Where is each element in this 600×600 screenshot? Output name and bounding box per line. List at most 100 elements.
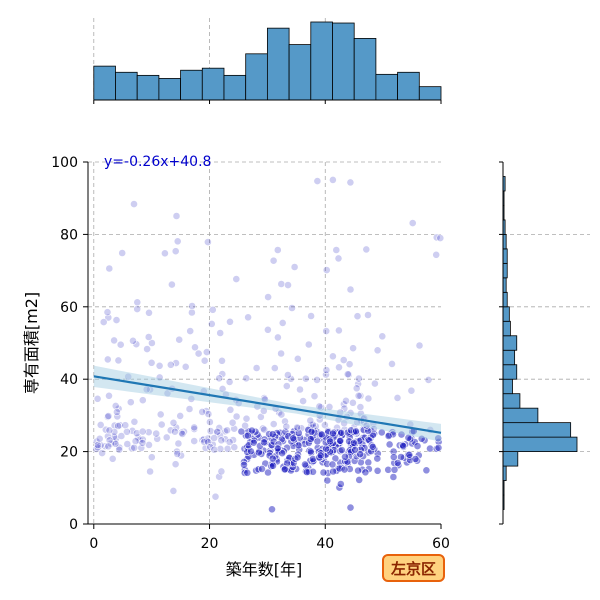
scatter-point xyxy=(133,298,142,307)
scatter-point xyxy=(205,418,214,426)
scatter-point xyxy=(329,467,337,476)
scatter-point xyxy=(225,377,234,386)
scatter-point xyxy=(335,363,343,372)
scatter-point xyxy=(111,439,120,448)
scatter-point xyxy=(110,427,119,436)
scatter-point xyxy=(326,437,334,446)
scatter-point xyxy=(353,312,362,321)
scatter-point xyxy=(260,395,269,404)
scatter-point xyxy=(147,453,156,462)
scatter-point xyxy=(104,442,113,451)
scatter-point xyxy=(337,446,346,454)
scatter-point xyxy=(216,444,225,453)
scatter-point xyxy=(362,421,371,430)
scatter-point xyxy=(218,370,227,378)
scatter-point xyxy=(173,449,182,458)
scatter-point xyxy=(346,178,355,187)
scatter-point xyxy=(306,435,315,443)
scatter-point xyxy=(417,434,426,443)
scatter-point xyxy=(242,374,251,383)
scatter-point xyxy=(96,420,105,429)
scatter-point xyxy=(129,336,137,345)
scatter-point xyxy=(249,438,258,447)
scatter-point xyxy=(293,423,301,432)
scatter-point xyxy=(354,466,362,475)
scatter-point xyxy=(361,468,370,477)
scatter-point xyxy=(172,212,181,220)
scatter-point xyxy=(105,426,114,435)
scatter-point xyxy=(290,263,299,271)
scatter-point xyxy=(389,473,398,481)
scatter-point xyxy=(355,475,364,484)
y-hist-bar xyxy=(502,364,518,380)
scatter-point xyxy=(171,247,180,256)
scatter-point xyxy=(213,427,222,436)
scatter-point xyxy=(277,410,286,419)
scatter-point xyxy=(104,432,112,441)
x-hist-bar xyxy=(418,86,442,101)
scatter-point xyxy=(339,356,348,364)
scatter-point xyxy=(147,358,156,367)
scatter-point xyxy=(176,411,185,420)
y-hist-bar xyxy=(502,436,578,452)
scatter-point xyxy=(217,436,226,445)
x-hist-bar xyxy=(397,71,420,101)
scatter-point xyxy=(356,450,365,459)
y-hist-bar xyxy=(502,378,513,395)
scatter-point xyxy=(138,396,147,405)
scatter-point xyxy=(260,425,269,434)
scatter-point xyxy=(334,254,343,263)
x-tick-label: 0 xyxy=(89,536,98,552)
scatter-point xyxy=(93,394,102,403)
scatter-point xyxy=(143,345,151,353)
scatter-point xyxy=(145,308,153,317)
scatter-points xyxy=(92,175,445,514)
scatter-point xyxy=(301,374,310,383)
scatter-point xyxy=(93,443,102,452)
scatter-point xyxy=(294,441,303,450)
scatter-point xyxy=(273,333,282,342)
scatter-point xyxy=(232,275,241,283)
x-hist-bar xyxy=(93,65,116,101)
scatter-point xyxy=(307,427,316,436)
scatter-point xyxy=(191,343,199,352)
scatter-point xyxy=(105,391,113,400)
scatter-point xyxy=(260,438,268,447)
scatter-point xyxy=(268,505,276,514)
scatter-point xyxy=(174,439,183,448)
x-hist-bar xyxy=(266,27,290,101)
scatter-point xyxy=(322,327,331,335)
scatter-point xyxy=(293,354,302,363)
scatter-point xyxy=(296,385,304,394)
scatter-point xyxy=(215,374,224,383)
y-hist-bar xyxy=(502,393,521,409)
scatter-point xyxy=(426,444,434,453)
scatter-point xyxy=(146,467,154,476)
scatter-point xyxy=(112,316,121,324)
scatter-point xyxy=(309,455,317,463)
scatter-point xyxy=(113,412,122,421)
scatter-point xyxy=(223,444,232,453)
scatter-point xyxy=(341,452,349,461)
scatter-point xyxy=(273,246,282,254)
scatter-point xyxy=(175,335,184,344)
scatter-point xyxy=(354,391,363,400)
scatter-point xyxy=(208,305,217,314)
x-axis-label: 築年数[年] xyxy=(226,560,303,579)
scatter-point xyxy=(288,304,296,312)
scatter-point xyxy=(388,359,396,368)
scatter-point xyxy=(299,397,307,405)
scatter-point xyxy=(206,427,215,435)
scatter-point xyxy=(223,426,231,435)
scatter-point xyxy=(157,420,166,429)
scatter-point xyxy=(187,394,196,403)
scatter-point xyxy=(322,366,331,374)
scatter-point xyxy=(98,449,106,457)
scatter-point xyxy=(356,391,365,400)
scatter-point xyxy=(171,460,180,469)
scatter-point xyxy=(322,266,331,274)
scatter-point xyxy=(203,238,212,246)
x-tick-label: 20 xyxy=(201,536,219,552)
scatter-point xyxy=(340,465,349,474)
scatter-point xyxy=(144,428,153,437)
